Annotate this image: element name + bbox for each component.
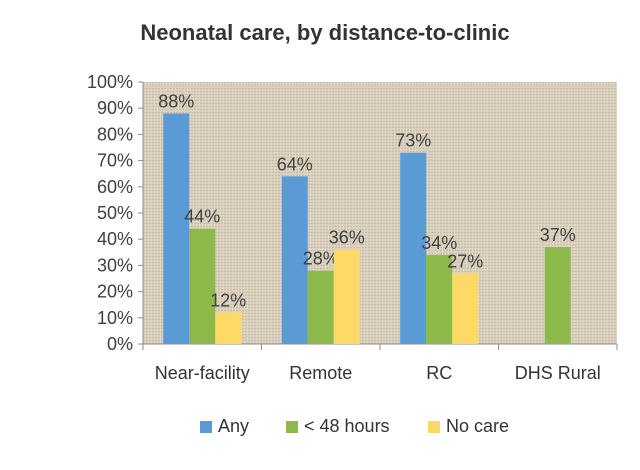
y-tick-label: 100% [87,72,133,92]
y-tick-label: 90% [97,98,133,118]
data-label: 73% [395,131,431,151]
y-tick-label: 0% [107,334,133,354]
x-tick-label: DHS Rural [515,363,601,383]
data-label: 28% [303,249,339,269]
x-tick-label: Near-facility [155,363,250,383]
y-tick-label: 70% [97,151,133,171]
data-label: 36% [329,228,365,248]
legend-swatch [200,421,212,433]
chart-title: Neonatal care, by distance-to-clinic [140,20,510,45]
y-tick-label: 30% [97,255,133,275]
y-tick-label: 60% [97,177,133,197]
legend-label: No care [446,416,509,436]
y-tick-label: 50% [97,203,133,223]
y-tick-label: 10% [97,308,133,328]
y-tick-label: 20% [97,282,133,302]
bar [281,176,308,344]
bar [189,228,216,344]
data-label: 27% [447,251,483,271]
bar [426,254,453,344]
legend-label: Any [218,416,249,436]
data-label: 44% [184,207,220,227]
data-label: 88% [158,91,194,111]
bar [544,247,571,344]
bar [333,249,360,344]
legend-swatch [286,421,298,433]
bar [163,113,190,344]
y-tick-label: 40% [97,229,133,249]
bar [307,270,334,344]
bar [215,312,242,344]
y-tick-label: 80% [97,124,133,144]
data-label: 64% [277,154,313,174]
x-tick-label: Remote [289,363,352,383]
legend-swatch [428,421,440,433]
legend-label: < 48 hours [304,416,390,436]
bar [400,152,427,344]
plot-area [143,82,617,344]
data-label: 34% [421,233,457,253]
data-label: 37% [540,225,576,245]
x-tick-label: RC [426,363,452,383]
bar [452,273,479,344]
data-label: 12% [210,291,246,311]
